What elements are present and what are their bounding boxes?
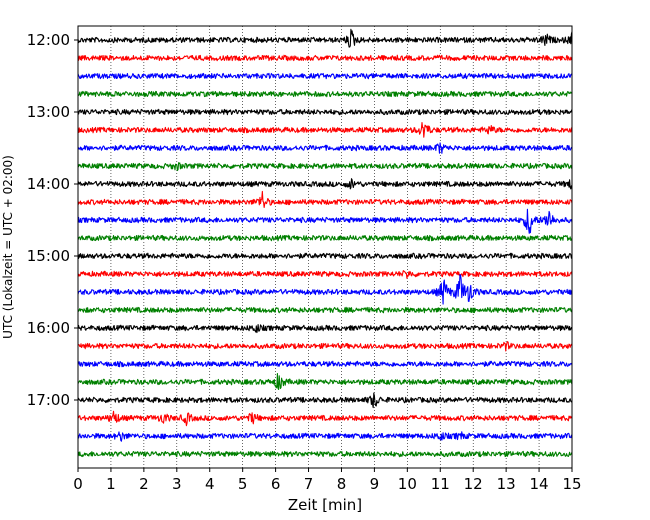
x-tick-label: 4 (205, 475, 215, 493)
x-tick-label: 6 (271, 475, 281, 493)
x-tick-label: 1 (106, 475, 116, 493)
x-tick-label: 8 (337, 475, 347, 493)
x-axis-ticks: 0 1 2 3 4 5 6 7 8 9 10 11 12 13 14 15 (73, 468, 582, 493)
y-tick-label: 13:00 (27, 103, 70, 121)
x-tick-label: 10 (398, 475, 417, 493)
trace-1645 (77, 373, 573, 390)
trace-1530 (77, 273, 573, 305)
x-tick-label: 3 (172, 475, 182, 493)
x-axis-label: Zeit [min] (288, 496, 362, 514)
x-tick-label: 7 (304, 475, 314, 493)
trace-1315 (77, 122, 573, 138)
trace-1615 (77, 341, 573, 352)
trace-1215 (77, 54, 573, 62)
trace-1400 (77, 178, 573, 190)
trace-1330 (77, 142, 573, 154)
x-tick-label: 14 (530, 475, 549, 493)
trace-1630 (77, 360, 573, 368)
trace-1200 (77, 28, 573, 48)
plot-area (78, 26, 572, 468)
trace-1730 (77, 431, 573, 442)
y-tick-label: 16:00 (27, 319, 70, 337)
y-tick-label: 17:00 (27, 391, 70, 409)
x-tick-label: 9 (370, 475, 380, 493)
x-tick-label: 13 (497, 475, 516, 493)
trace-1600 (77, 324, 573, 334)
trace-1245 (77, 90, 573, 98)
x-tick-label: 5 (238, 475, 248, 493)
traces (77, 28, 573, 458)
trace-1715 (77, 410, 573, 427)
trace-1445 (77, 234, 573, 242)
trace-1700 (77, 392, 573, 409)
x-tick-label: 11 (431, 475, 450, 493)
trace-1430 (77, 208, 573, 234)
trace-1745 (77, 450, 573, 458)
y-tick-label: 12:00 (27, 31, 70, 49)
y-tick-label: 14:00 (27, 175, 70, 193)
x-tick-label: 0 (73, 475, 83, 493)
y-tick-label: 15:00 (27, 247, 70, 265)
trace-1415 (77, 190, 573, 209)
x-tick-label: 12 (464, 475, 483, 493)
x-tick-label: 2 (139, 475, 149, 493)
trace-1230 (77, 72, 573, 80)
trace-1545 (77, 306, 573, 314)
y-axis-ticks: 12:00 13:00 14:00 15:00 16:00 17:00 (27, 31, 78, 409)
trace-1500 (77, 252, 573, 260)
y-axis-label: UTC (Lokalzeit = UTC + 02:00) (1, 155, 15, 339)
trace-1345 (77, 162, 573, 172)
x-tick-label: 15 (562, 475, 581, 493)
trace-1515 (77, 270, 573, 279)
plot-border (77, 25, 573, 469)
trace-1300 (77, 108, 573, 116)
